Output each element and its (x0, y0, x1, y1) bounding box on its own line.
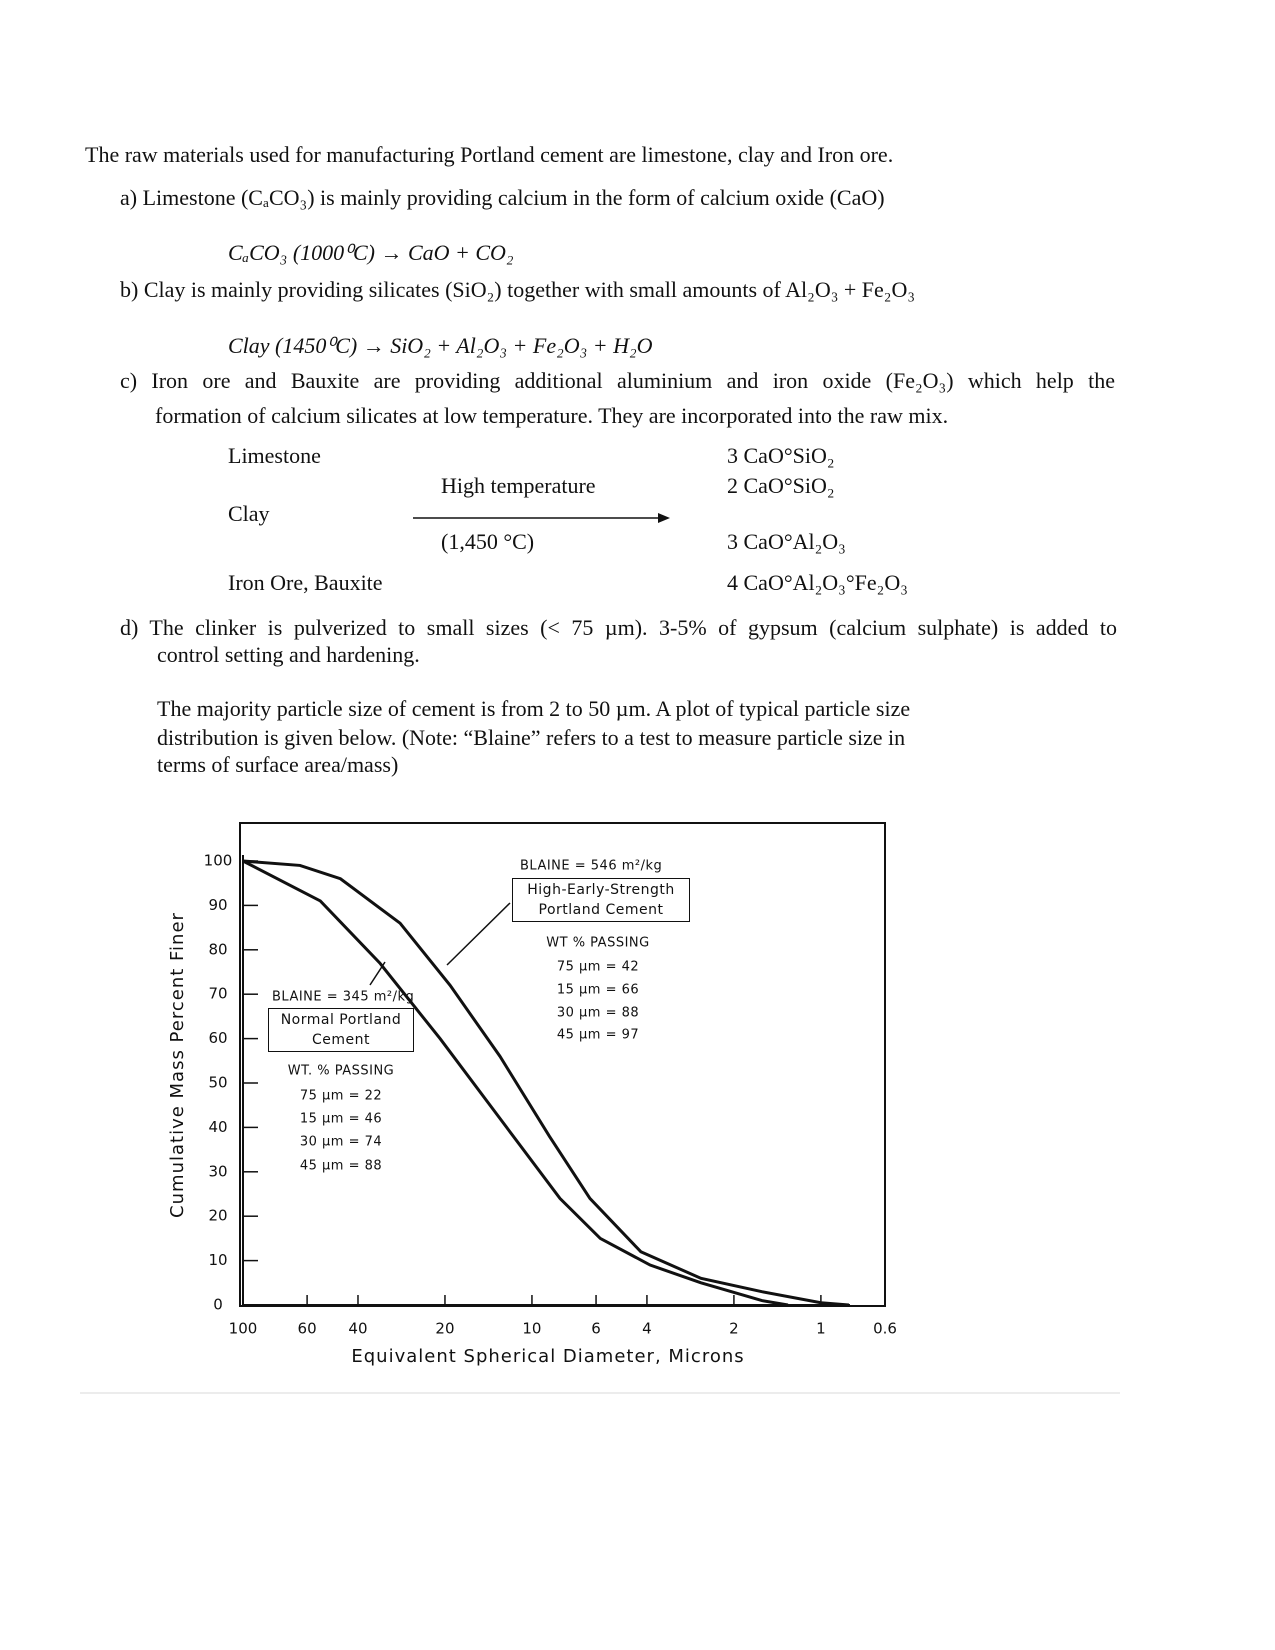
y-tick-label: 30 (208, 1162, 227, 1180)
passing-note: WT. % PASSING (288, 1064, 395, 1079)
y-tick-label: 60 (208, 1029, 227, 1047)
product: 4 CaO°Al₂O₃°Fe₂O₃ (727, 570, 908, 595)
x-tick-label: 40 (348, 1320, 367, 1338)
passing-note: WT % PASSING (546, 936, 649, 951)
y-tick-label: 90 (208, 896, 227, 914)
equation: CₐCO₃ (1000⁰C) → CaO + CO₂ (228, 240, 514, 265)
curve (242, 859, 789, 1307)
x-tick-label: 60 (298, 1320, 317, 1338)
note: distribution is given below. (Note: “Bla… (157, 725, 906, 750)
y-tick-label: 80 (208, 940, 227, 958)
passing-note: 45 µm = 97 (557, 1028, 639, 1043)
note: terms of surface area/mass) (157, 752, 399, 777)
item-c: c) Iron ore and Bauxite are providing ad… (120, 368, 1115, 393)
item-b: b) Clay is mainly providing silicates (S… (120, 277, 916, 302)
x-tick-label: 2 (729, 1320, 739, 1338)
x-axis-label: Equivalent Spherical Diameter, Microns (351, 1346, 744, 1367)
reactant: Iron Ore, Bauxite (228, 570, 383, 595)
y-tick-label: 70 (208, 985, 227, 1003)
reactant: Limestone (228, 443, 321, 468)
passing-note: 45 µm = 88 (300, 1159, 382, 1174)
reactant: Clay (228, 501, 270, 526)
item-a: a) Limestone (CₐCO₃) is mainly providing… (120, 185, 885, 210)
blaine-label: BLAINE = 345 m²/kg (272, 990, 414, 1005)
temperature: (1,450 °C) (441, 529, 535, 554)
passing-note: 75 µm = 42 (557, 960, 639, 975)
product: 3 CaO°Al₂O₃ (727, 529, 846, 554)
x-tick-label: 1 (816, 1320, 826, 1338)
product: 2 CaO°SiO₂ (727, 473, 835, 498)
equation: Clay (1450⁰C) → SiO₂ + Al₂O₃ + Fe₂O₃ + H… (228, 333, 653, 358)
series-label: High-Early-Strength Portland Cement (512, 878, 690, 922)
y-axis-label: Cumulative Mass Percent Finer (167, 912, 188, 1218)
y-tick-label: 40 (208, 1118, 227, 1136)
blaine-label: BLAINE = 546 m²/kg (520, 859, 662, 874)
x-tick-label: 10 (522, 1320, 541, 1338)
pointer (446, 902, 511, 966)
condition: High temperature (441, 473, 596, 498)
product: 3 CaO°SiO₂ (727, 443, 835, 468)
series-label: Normal Portland Cement (268, 1008, 414, 1052)
y-tick-label: 20 (208, 1207, 227, 1225)
x-tick-label: 6 (591, 1320, 601, 1338)
y-tick-label: 100 (204, 852, 233, 870)
y-tick-label: 0 (213, 1296, 223, 1314)
y-tick-label: 10 (208, 1251, 227, 1269)
x-tick-label: 4 (642, 1320, 652, 1338)
item-d: d) The clinker is pulverized to small si… (120, 615, 1117, 640)
item-d: control setting and hardening. (157, 642, 420, 667)
passing-note: 15 µm = 66 (557, 983, 639, 998)
passing-note: 75 µm = 22 (300, 1089, 382, 1104)
passing-note: 30 µm = 88 (557, 1006, 639, 1021)
item-c: formation of calcium silicates at low te… (155, 403, 949, 428)
y-tick-label: 50 (208, 1074, 227, 1092)
x-tick-label: 100 (229, 1320, 258, 1338)
passing-note: 30 µm = 74 (300, 1135, 382, 1150)
passing-note: 15 µm = 46 (300, 1112, 382, 1127)
curve (242, 859, 850, 1307)
x-tick-label: 20 (435, 1320, 454, 1338)
note: The majority particle size of cement is … (157, 696, 911, 721)
x-tick-label: 0.6 (873, 1320, 897, 1338)
intro: The raw materials used for manufacturing… (85, 142, 894, 167)
arrow-head (658, 513, 670, 523)
